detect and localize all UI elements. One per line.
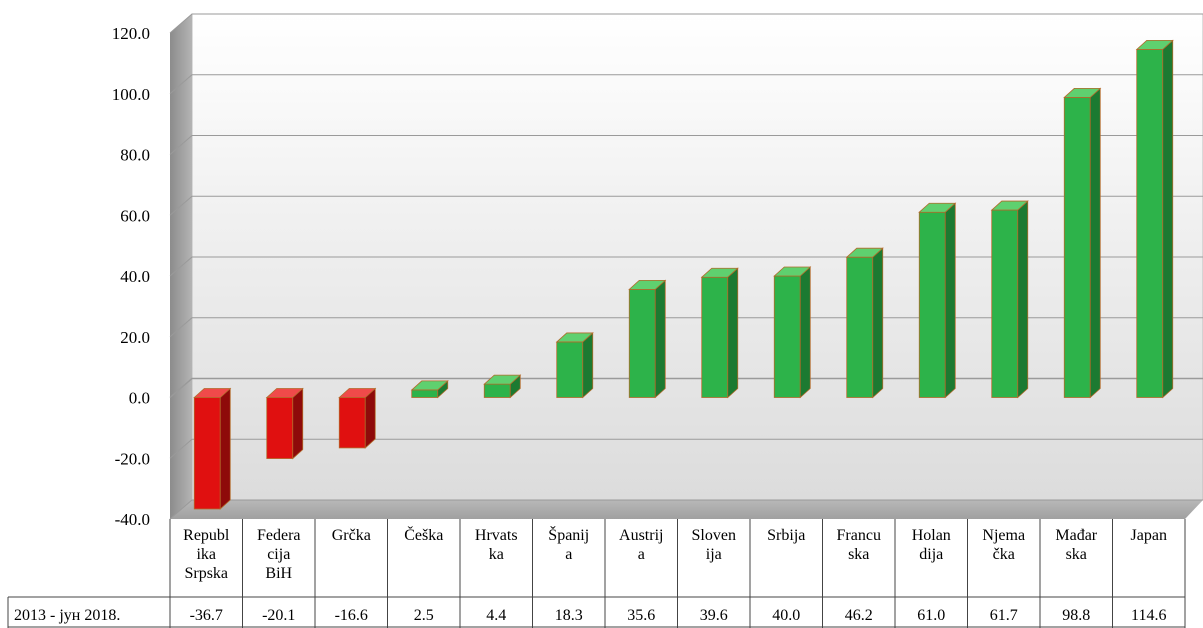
bar <box>1135 39 1174 399</box>
y-tick-label: 100.0 <box>112 85 150 104</box>
floor <box>170 500 1203 519</box>
y-tick-label: 80.0 <box>120 146 150 165</box>
y-axis: 120.0 100.0 80.0 60.0 40.0 20.0 0.0 -20.0 -40.0 <box>112 24 150 529</box>
data-label: -20.1 <box>262 607 295 624</box>
gridline <box>169 74 1203 95</box>
gridline <box>169 135 1203 155</box>
category-label: Holan dija <box>912 527 951 563</box>
data-label: 2.5 <box>414 607 434 624</box>
gridline <box>169 438 1203 459</box>
category-label: Španij a <box>548 525 589 563</box>
plot-area <box>170 13 1203 519</box>
category-label: Francu ska <box>837 527 881 563</box>
bar <box>338 387 377 449</box>
y-tick-label: -20.0 <box>115 449 150 468</box>
bar <box>628 279 667 399</box>
data-table-grid <box>7 519 1186 628</box>
data-label: 61.7 <box>990 607 1018 624</box>
category-label: Češka <box>404 525 443 544</box>
data-label: 18.3 <box>555 607 583 624</box>
data-label: -36.7 <box>190 607 223 624</box>
gridline <box>169 499 1203 520</box>
bar <box>918 202 957 399</box>
category-label: Njema čka <box>982 527 1025 563</box>
y-tick-label: 20.0 <box>120 328 150 347</box>
y-tick-label: 60.0 <box>120 206 150 225</box>
y-tick-label: 40.0 <box>120 267 150 286</box>
data-label: 35.6 <box>627 607 655 624</box>
gridline <box>169 195 1203 216</box>
category-label: Republ ika Srpska <box>183 527 230 582</box>
category-label: Austrij a <box>619 527 663 563</box>
bar <box>700 267 739 399</box>
y-tick-label: -40.0 <box>115 510 150 529</box>
bar <box>990 200 1029 399</box>
category-label: Hrvats ka <box>475 527 518 563</box>
data-table: Republ ika Srpska Federa cija BiH Grčka Češka Hr… <box>7 519 1186 628</box>
bar <box>410 380 449 399</box>
bar <box>265 387 304 460</box>
data-label: 46.2 <box>845 607 873 624</box>
bar <box>773 266 812 399</box>
category-label: Grčka <box>332 527 371 544</box>
gridline <box>169 13 1203 34</box>
data-label: 61.0 <box>917 607 945 624</box>
bar <box>845 247 884 399</box>
category-label: Srbija <box>767 527 805 544</box>
bar <box>555 332 594 399</box>
bar <box>1063 87 1102 399</box>
category-label: Mađar ska <box>1055 527 1097 563</box>
data-label: 40.0 <box>772 607 800 624</box>
data-label: 39.6 <box>700 607 728 624</box>
data-label: -16.6 <box>335 607 368 624</box>
data-label: 98.8 <box>1062 607 1090 624</box>
category-label: Sloven ija <box>692 527 736 563</box>
y-tick-label: 0.0 <box>129 389 150 408</box>
bar <box>483 374 522 399</box>
series-name: 2013 - јун 2018. <box>14 607 120 624</box>
y-tick-label: 120.0 <box>112 24 150 43</box>
bars <box>193 39 1174 510</box>
category-label: Federa cija BiH <box>257 527 301 582</box>
bar <box>193 387 232 510</box>
category-label: Japan <box>1131 527 1167 544</box>
data-label: 4.4 <box>486 607 506 624</box>
data-label: 114.6 <box>1131 607 1166 624</box>
